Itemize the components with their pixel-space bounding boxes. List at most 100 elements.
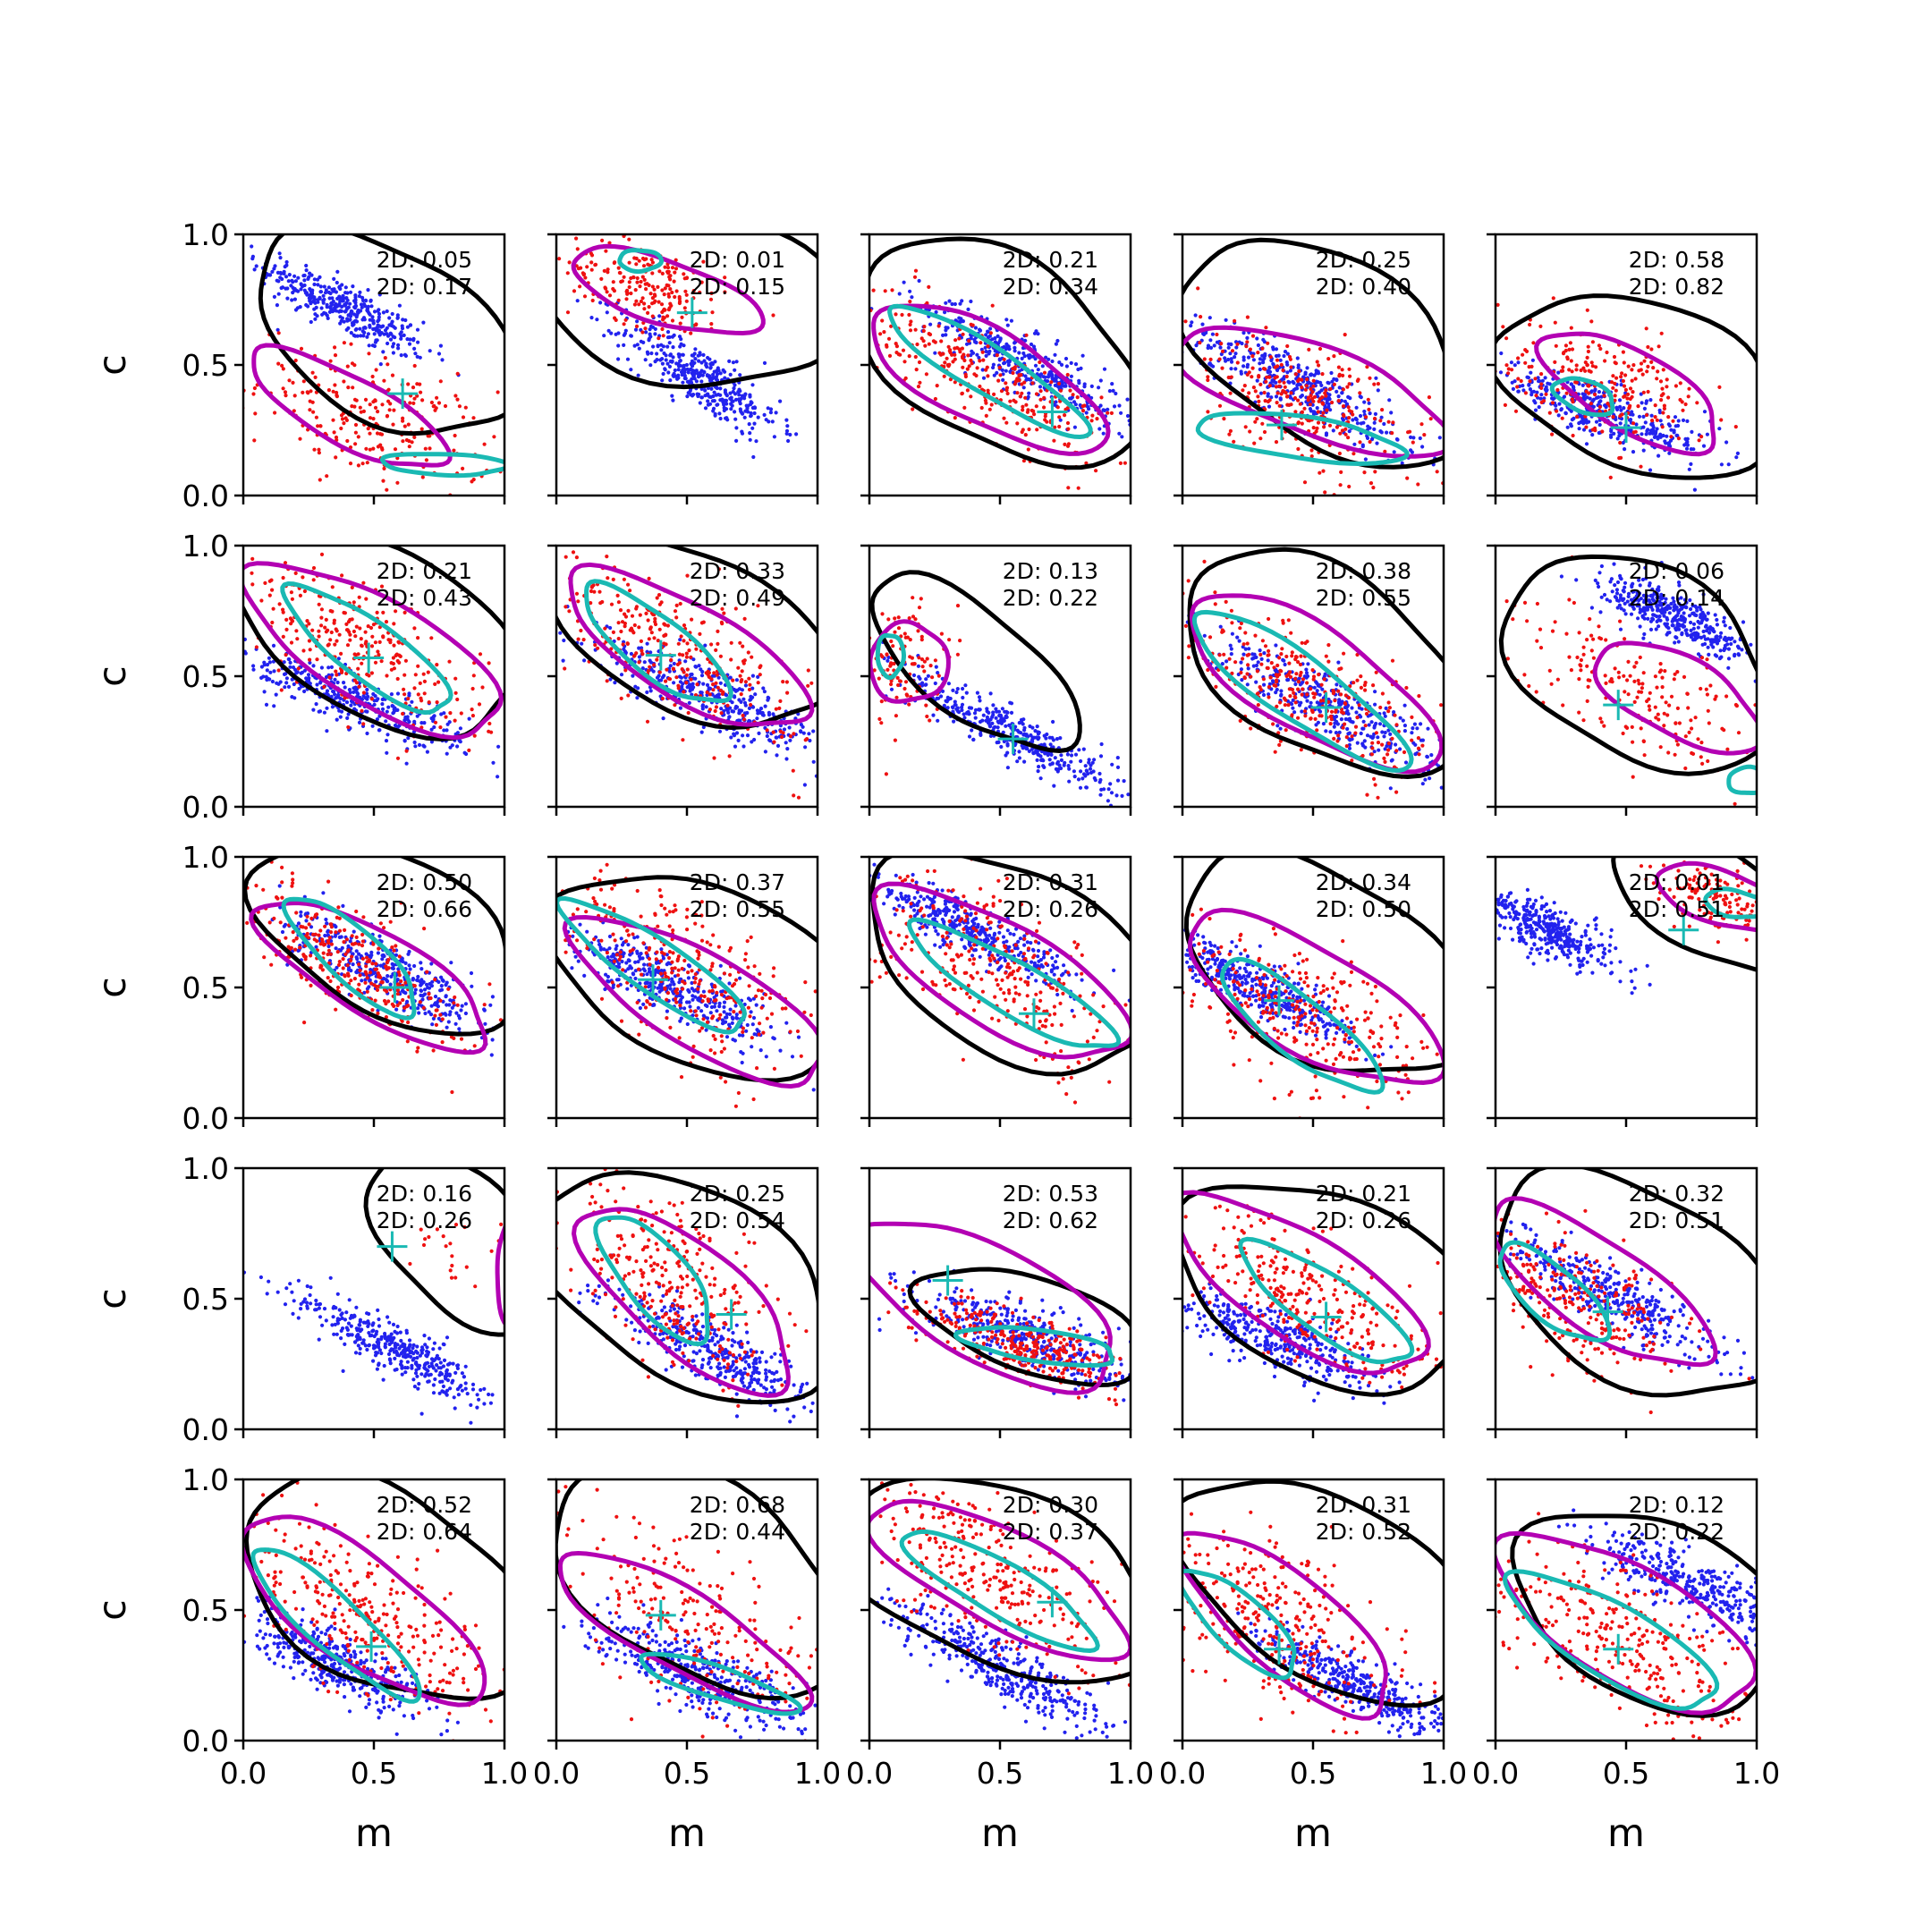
data-point	[638, 613, 642, 617]
data-point	[632, 256, 637, 260]
data-point	[1076, 777, 1081, 782]
data-point	[1260, 346, 1265, 351]
data-point	[1735, 451, 1740, 455]
data-point	[613, 260, 617, 265]
annotation-text: 2D: 0.17	[377, 274, 472, 300]
data-point	[907, 312, 911, 318]
data-point	[1208, 345, 1214, 350]
data-point	[1081, 747, 1086, 751]
data-point	[1336, 399, 1341, 403]
data-point	[343, 285, 348, 290]
data-point	[361, 409, 366, 413]
data-point	[316, 424, 320, 428]
data-point	[632, 343, 637, 348]
data-point	[343, 309, 347, 314]
data-point	[1447, 472, 1451, 476]
data-point	[1662, 406, 1666, 411]
data-point	[251, 664, 256, 668]
data-point	[1584, 420, 1589, 425]
data-point	[1063, 760, 1067, 765]
data-point	[767, 738, 772, 742]
data-point	[645, 719, 650, 724]
data-point	[717, 729, 723, 733]
data-point	[343, 528, 346, 531]
data-point	[545, 471, 548, 475]
data-point	[222, 639, 225, 642]
data-point	[361, 722, 366, 726]
data-point	[984, 349, 988, 354]
data-point	[981, 358, 986, 362]
data-point	[699, 621, 705, 625]
data-point	[1002, 357, 1006, 361]
data-point	[942, 703, 946, 708]
data-point	[1007, 723, 1012, 728]
magenta-contour	[1534, 331, 1716, 457]
data-point	[308, 299, 312, 303]
data-point	[657, 300, 661, 304]
data-point	[1013, 349, 1017, 353]
data-point	[685, 667, 690, 672]
data-point	[1545, 387, 1549, 393]
data-point	[293, 279, 298, 284]
data-point	[421, 672, 426, 676]
data-point	[1278, 358, 1283, 362]
data-point	[1569, 359, 1573, 363]
data-point	[984, 333, 988, 337]
data-point	[1611, 386, 1615, 390]
data-point	[1309, 386, 1313, 391]
data-point	[1115, 756, 1120, 760]
data-point	[371, 446, 376, 451]
data-point	[995, 353, 999, 358]
data-point	[1000, 368, 1004, 372]
data-point	[455, 744, 460, 749]
data-point	[236, 563, 240, 566]
data-point	[684, 292, 689, 297]
data-point	[933, 351, 937, 355]
data-point	[377, 653, 381, 657]
data-point	[353, 430, 358, 435]
data-point	[1666, 415, 1671, 419]
data-point	[619, 673, 624, 677]
blue-sample-cloud	[558, 605, 849, 799]
data-point	[381, 610, 386, 615]
data-point	[799, 730, 803, 734]
data-point	[325, 691, 329, 696]
data-point	[295, 637, 300, 641]
data-point	[395, 316, 400, 320]
data-point	[1277, 384, 1282, 388]
data-point	[722, 405, 726, 411]
data-point	[340, 573, 344, 578]
data-point	[1038, 397, 1043, 402]
data-point	[961, 356, 965, 360]
data-point	[363, 397, 369, 402]
data-point	[1006, 344, 1011, 349]
data-point	[980, 350, 985, 354]
data-point	[689, 393, 693, 397]
data-point	[691, 682, 695, 686]
data-point	[331, 389, 335, 394]
data-point	[734, 438, 739, 443]
data-point	[384, 620, 389, 624]
data-point	[265, 663, 270, 667]
data-point	[1250, 334, 1256, 338]
data-point	[1621, 350, 1625, 354]
panel-plot-area	[1182, 237, 1451, 496]
data-point	[713, 708, 717, 714]
data-point	[1046, 357, 1051, 361]
data-point	[1114, 391, 1118, 396]
data-point	[313, 301, 318, 305]
data-point	[301, 390, 305, 394]
data-point	[1628, 386, 1633, 391]
data-point	[369, 697, 374, 701]
data-point	[845, 795, 849, 799]
data-point	[291, 380, 295, 385]
data-point	[1350, 410, 1354, 414]
data-point	[605, 679, 609, 683]
data-point	[706, 393, 710, 397]
data-point	[352, 299, 357, 303]
data-point	[742, 396, 747, 401]
data-point	[1210, 332, 1215, 336]
data-point	[946, 344, 951, 349]
data-point	[1479, 364, 1483, 368]
